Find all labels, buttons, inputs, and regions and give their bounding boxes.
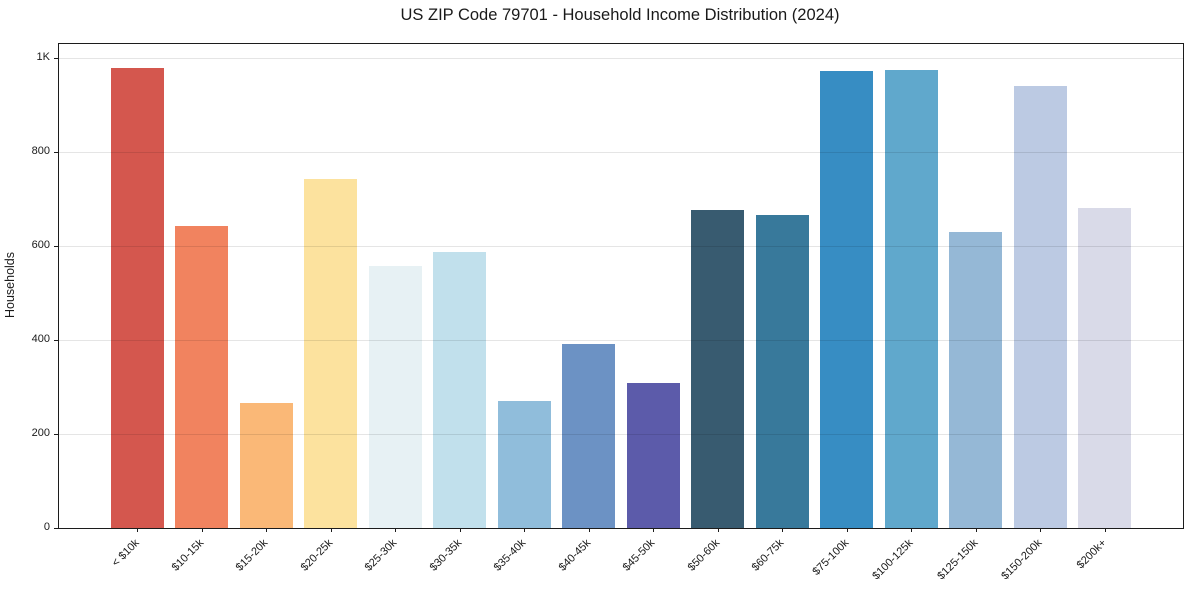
x-tick-label: $100-125k: [870, 537, 916, 583]
x-tick-label: $125-150k: [934, 537, 980, 583]
x-tick-label: $15-20k: [233, 537, 271, 574]
y-tick-label: 400: [31, 333, 50, 346]
x-axis-tick: [137, 528, 138, 532]
y-axis-tick: [54, 58, 58, 60]
x-tick-label: $200k+: [1074, 537, 1109, 572]
x-axis-tick: [201, 528, 203, 532]
gridline: [59, 246, 1183, 248]
x-tick-label: $35-40k: [491, 537, 529, 574]
x-tick-label: < $10k: [109, 537, 142, 570]
x-axis-tick: [911, 528, 912, 532]
bar-200k: [1078, 207, 1131, 528]
x-tick-label: $20-25k: [298, 537, 335, 574]
y-tick-label: 0: [43, 521, 50, 533]
x-axis-tick: [975, 528, 977, 532]
y-axis-tick: [54, 246, 58, 248]
gridline: [59, 434, 1183, 436]
x-axis-tick: [782, 528, 783, 532]
x-tick-label: $150-200k: [999, 537, 1045, 583]
x-tick-label: $75-100k: [810, 537, 851, 578]
gridline: [59, 58, 1183, 60]
bar-50-60k: [691, 210, 744, 528]
x-axis-tick: [1040, 528, 1041, 532]
x-tick-label: $30-35k: [427, 537, 464, 574]
x-tick-label: $50-60k: [685, 537, 722, 574]
gridline: [59, 340, 1183, 342]
y-axis-tick: [54, 340, 58, 342]
x-axis-tick: [846, 528, 848, 532]
bar-25-30k: [368, 265, 422, 528]
bar-60-75k: [755, 214, 809, 528]
plot-area: [54, 43, 1184, 532]
bar-125-150k: [949, 231, 1002, 528]
bar-15-20k: [239, 403, 293, 528]
bar-40-45k: [562, 343, 615, 528]
y-tick-label: 200: [31, 427, 50, 440]
x-tick-label: $10-15k: [169, 537, 206, 574]
x-axis-tick: [330, 528, 332, 532]
bar-10-15k: [175, 226, 228, 528]
x-axis-tick: [588, 528, 590, 532]
y-axis-tick: [54, 434, 58, 436]
y-tick-label: 1K: [36, 51, 50, 64]
bar-30-35k: [433, 252, 486, 528]
x-tick-label: $25-30k: [362, 537, 400, 574]
x-tick-label: $45-50k: [620, 537, 658, 574]
bar-35-40k: [497, 401, 551, 528]
x-axis-tick: [459, 528, 461, 532]
x-axis-tick: [653, 528, 654, 532]
x-axis-tick: [395, 528, 396, 532]
x-axis-tick: [266, 528, 267, 532]
y-tick-label: 800: [31, 145, 50, 158]
y-axis-tick: [54, 528, 58, 529]
x-tick-label: $60-75k: [749, 537, 787, 574]
x-axis-tick: [1104, 528, 1106, 532]
gridline: [59, 152, 1183, 154]
x-axis-tick: [524, 528, 525, 532]
bar-20-25k: [304, 179, 357, 528]
bar-75-100k: [820, 71, 873, 528]
bar-150-200k: [1013, 85, 1067, 528]
bar-100-125k: [884, 69, 938, 528]
x-axis-tick: [717, 528, 719, 532]
y-axis-tick: [54, 152, 58, 154]
y-tick-label: 600: [31, 239, 50, 252]
x-tick-label: $40-45k: [556, 537, 593, 574]
chart-title: US ZIP Code 79701 - Household Income Dis…: [400, 6, 840, 24]
bar-45-50k: [626, 383, 680, 528]
bar-10k: [110, 67, 164, 528]
